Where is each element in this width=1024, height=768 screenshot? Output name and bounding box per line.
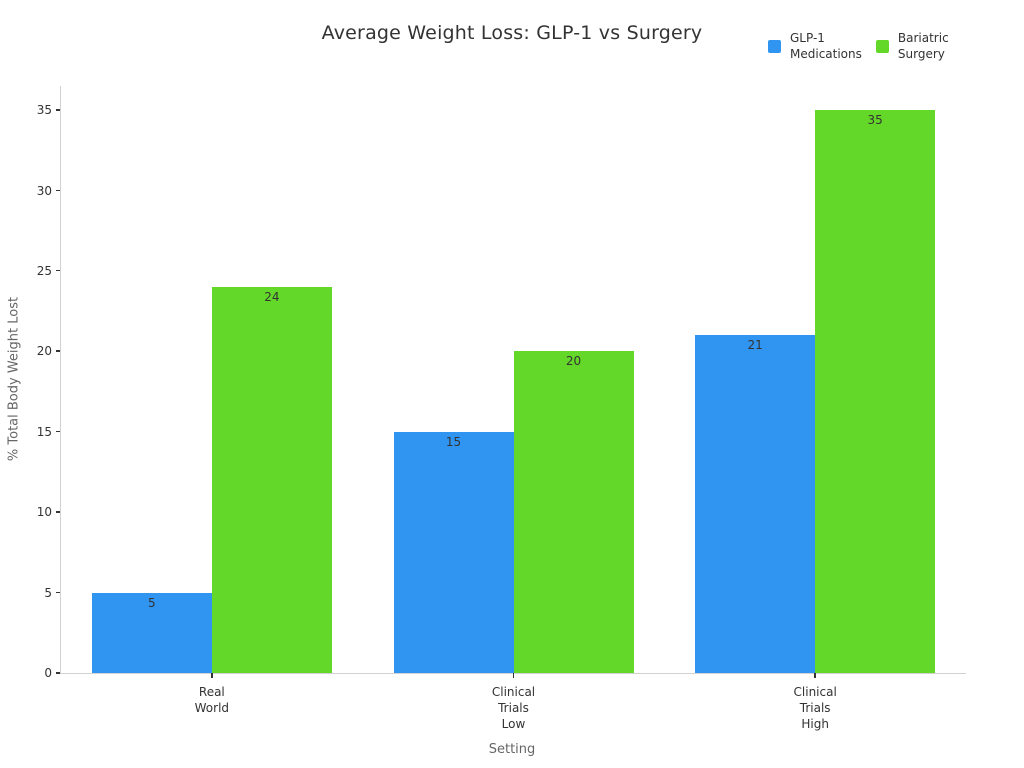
bar-value-label: 35 — [867, 113, 883, 128]
x-tick-label: Real World — [194, 685, 230, 715]
legend-entry-glp1: GLP-1 Medications — [768, 30, 862, 62]
y-tick-label: 5 — [44, 585, 52, 600]
y-tick-mark — [56, 269, 60, 272]
y-tick-mark — [56, 430, 60, 433]
y-tick-mark — [56, 109, 60, 111]
bar-value-label: 21 — [747, 338, 763, 353]
y-tick-label: 35 — [36, 103, 52, 118]
bar-glp1: 21 — [695, 335, 816, 673]
bar-value-label: 5 — [148, 595, 156, 610]
chart-title: Average Weight Loss: GLP-1 vs Surgery — [321, 22, 703, 44]
y-tick-label: 20 — [36, 344, 52, 359]
y-tick-mark — [56, 672, 60, 674]
y-tick-label: 0 — [44, 666, 52, 680]
legend-entry-bariatric: Bariatric Surgery — [875, 30, 949, 62]
x-tick-mark — [211, 673, 213, 678]
bar-value-label: 24 — [264, 290, 280, 305]
legend-label-glp1: GLP-1 Medications — [790, 31, 862, 61]
y-tick-label: 30 — [36, 183, 52, 198]
bar-value-label: 15 — [445, 434, 462, 449]
x-tick-label: Clinical Trials Low — [491, 685, 536, 731]
y-tick-mark — [56, 591, 60, 594]
plot-area: 0 5 10 15 20 25 30 35 Real World Clinical Trials … — [37, 86, 966, 731]
y-tick-label: 25 — [36, 263, 52, 278]
legend-swatch-glp1-icon — [768, 39, 781, 53]
y-tick-label: 10 — [36, 505, 52, 520]
bar-bariatric: 35 — [815, 110, 936, 673]
y-tick-label: 15 — [36, 424, 52, 439]
bar-glp1: 15 — [393, 431, 514, 673]
bar-value-label: 20 — [565, 354, 582, 369]
bar-bariatric: 24 — [211, 287, 332, 673]
legend-label-bariatric: Bariatric Surgery — [897, 31, 949, 61]
x-tick-label: Clinical Trials High — [793, 685, 837, 731]
y-tick-mark — [56, 350, 60, 352]
x-tick-mark — [512, 673, 515, 678]
y-axis-title: % Total Body Weight Lost — [6, 296, 22, 462]
y-tick-mark — [56, 189, 60, 192]
x-axis-title: Setting — [488, 742, 536, 757]
bar-glp1: 5 — [91, 592, 212, 673]
legend: GLP-1 Medications Bariatric Surgery — [768, 30, 949, 62]
bar-bariatric: 20 — [513, 351, 634, 673]
y-tick-mark — [56, 511, 60, 513]
x-tick-mark — [814, 673, 816, 678]
legend-swatch-bariatric-icon — [875, 39, 889, 53]
